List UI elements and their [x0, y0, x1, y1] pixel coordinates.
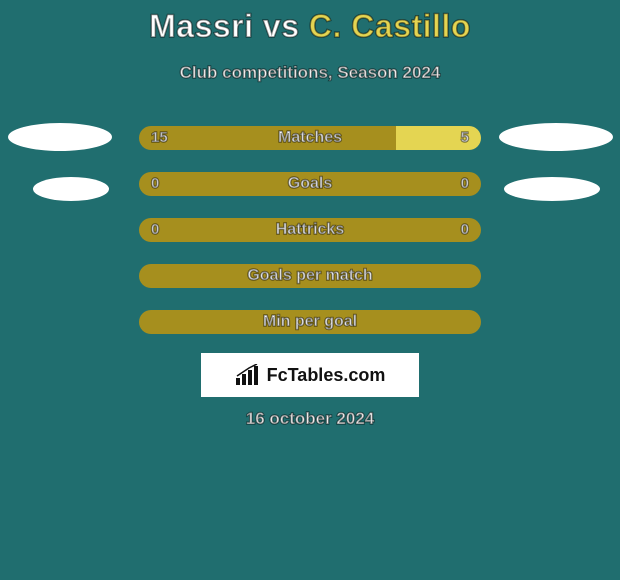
stat-label: Min per goal [139, 310, 481, 334]
stat-value-right: 5 [461, 126, 469, 150]
stat-value-right: 0 [461, 218, 469, 242]
stat-label: Goals per match [139, 264, 481, 288]
avatar-placeholder [33, 177, 109, 201]
stat-label: Goals [139, 172, 481, 196]
fctables-logo-text: FcTables.com [267, 365, 386, 386]
stat-value-right: 0 [461, 172, 469, 196]
date-label: 16 october 2024 [0, 409, 620, 429]
avatar-placeholder [499, 123, 613, 151]
stat-bar: Goals per match [139, 264, 481, 288]
fctables-logo: FcTables.com [201, 353, 419, 397]
comparison-infographic: Massri vs C. Castillo Club competitions,… [0, 0, 620, 580]
stat-bar: 0 Hattricks 0 [139, 218, 481, 242]
stat-label: Hattricks [139, 218, 481, 242]
fctables-logo-icon [235, 364, 261, 386]
stat-bar: 15 Matches 5 [139, 126, 481, 150]
stat-label: Matches [139, 126, 481, 150]
title-vs: vs [254, 8, 309, 44]
avatar-placeholder [504, 177, 600, 201]
stat-bar: Min per goal [139, 310, 481, 334]
title-player1: Massri [149, 8, 253, 44]
title-player2: C. Castillo [309, 8, 471, 44]
stat-bar: 0 Goals 0 [139, 172, 481, 196]
avatar-placeholder [8, 123, 112, 151]
subtitle: Club competitions, Season 2024 [0, 63, 620, 83]
page-title: Massri vs C. Castillo [0, 8, 620, 45]
